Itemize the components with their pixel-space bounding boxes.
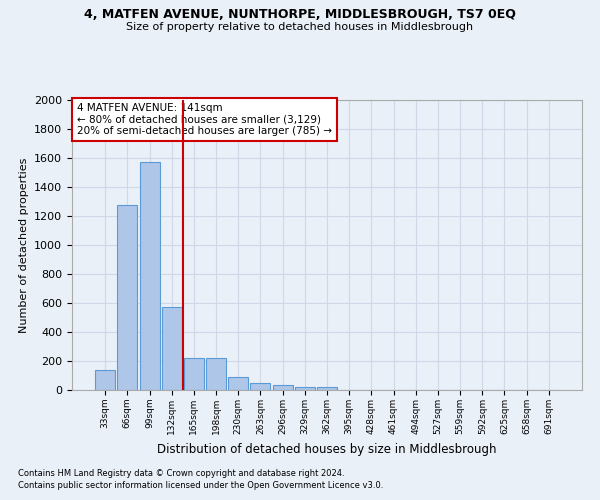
Bar: [228, 377, 248, 390]
Y-axis label: Number of detached properties: Number of detached properties: [19, 158, 29, 332]
Text: 4 MATFEN AVENUE: 141sqm
← 80% of detached houses are smaller (3,129)
20% of semi: 4 MATFEN AVENUE: 141sqm ← 80% of detache…: [77, 103, 332, 136]
Bar: [272, 385, 293, 390]
Bar: [250, 383, 271, 390]
Bar: [295, 387, 315, 390]
Text: Contains HM Land Registry data © Crown copyright and database right 2024.: Contains HM Land Registry data © Crown c…: [18, 468, 344, 477]
Text: 4, MATFEN AVENUE, NUNTHORPE, MIDDLESBROUGH, TS7 0EQ: 4, MATFEN AVENUE, NUNTHORPE, MIDDLESBROU…: [84, 8, 516, 20]
Text: Contains public sector information licensed under the Open Government Licence v3: Contains public sector information licen…: [18, 481, 383, 490]
Bar: [317, 387, 337, 390]
Bar: [184, 358, 204, 390]
Bar: [118, 205, 137, 390]
Text: Distribution of detached houses by size in Middlesbrough: Distribution of detached houses by size …: [157, 442, 497, 456]
Bar: [162, 308, 182, 390]
Bar: [140, 162, 160, 390]
Bar: [95, 370, 115, 390]
Bar: [206, 358, 226, 390]
Text: Size of property relative to detached houses in Middlesbrough: Size of property relative to detached ho…: [127, 22, 473, 32]
